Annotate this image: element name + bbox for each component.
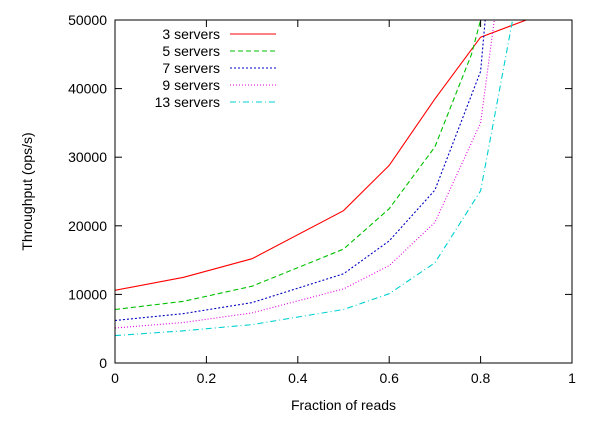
series-line-5-servers	[115, 20, 482, 311]
legend-label: 3 servers	[162, 26, 220, 42]
legend-label: 13 servers	[155, 94, 220, 110]
x-tick-label: 0.8	[471, 370, 491, 386]
x-axis-label: Fraction of reads	[291, 397, 396, 413]
x-tick-label: 0.4	[288, 370, 308, 386]
y-tick-label: 10000	[68, 286, 107, 302]
y-tick-label: 0	[99, 355, 107, 371]
y-tick-label: 20000	[68, 218, 107, 234]
series-line-13-servers	[115, 20, 514, 337]
y-tick-label: 50000	[68, 12, 107, 28]
series-line-7-servers	[115, 20, 486, 322]
x-tick-label: 0.6	[379, 370, 399, 386]
series-line-9-servers	[115, 20, 495, 329]
x-tick-label: 0.2	[197, 370, 217, 386]
x-tick-label: 0	[111, 370, 119, 386]
legend-label: 9 servers	[162, 77, 220, 93]
y-tick-label: 30000	[68, 149, 107, 165]
x-tick-label: 1	[568, 370, 576, 386]
y-axis-label: Throughput (ops/s)	[19, 132, 35, 250]
legend-label: 7 servers	[162, 60, 220, 76]
y-tick-label: 40000	[68, 81, 107, 97]
plot-frame	[114, 19, 573, 364]
legend-label: 5 servers	[162, 43, 220, 59]
